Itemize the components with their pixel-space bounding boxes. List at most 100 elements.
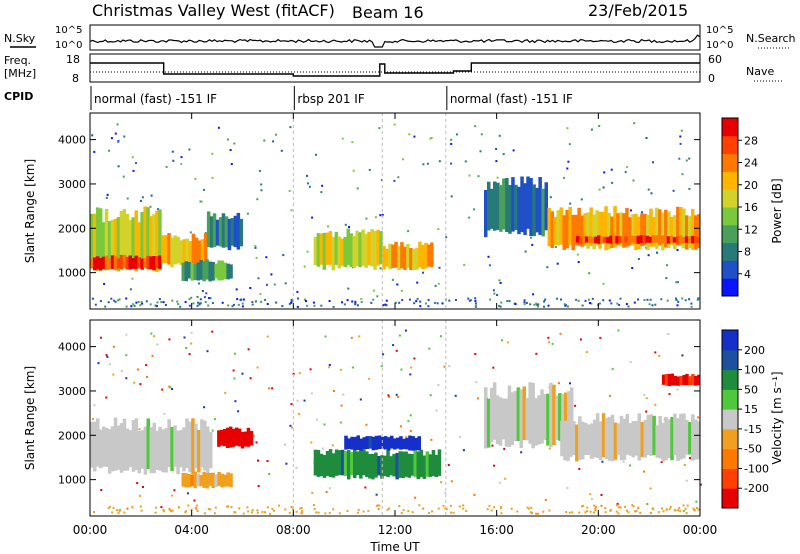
heatmap-cell: [96, 418, 100, 467]
heatmap-cell: [631, 421, 636, 458]
scatter-cell: [259, 293, 262, 295]
heatmap-cell: [352, 235, 356, 269]
y-tick-label: 4000: [58, 134, 86, 147]
scatter-cell: [260, 300, 263, 303]
freq-label-line1: Freq.: [4, 54, 31, 67]
heatmap-cell: [618, 236, 622, 244]
scatter-cell: [211, 152, 214, 155]
heatmap-cell: [199, 474, 203, 487]
scatter-cell: [690, 305, 693, 308]
scatter-cell: [194, 178, 197, 180]
scatter-cell: [256, 509, 259, 512]
scatter-cell: [477, 175, 480, 178]
noise-panel-frame: [89, 24, 701, 51]
heatmap-cell: [340, 238, 344, 266]
scatter-cell: [140, 301, 143, 304]
heatmap-cell: [217, 430, 221, 447]
scatter-cell: [413, 135, 416, 138]
heatmap-cell: [412, 248, 416, 270]
scatter-cell: [589, 510, 592, 513]
scatter-cell: [141, 196, 144, 199]
scatter-cell: [602, 282, 605, 285]
scatter-cell: [271, 507, 274, 510]
scatter-cell: [313, 507, 316, 510]
heatmap-cell: [362, 449, 366, 476]
scatter-cell: [356, 304, 359, 307]
heatmap-cell: [622, 418, 627, 460]
heatmap-cell: [134, 418, 139, 471]
heatmap-cell: [687, 236, 692, 243]
scatter-cell: [594, 508, 597, 511]
heatmap-cell: [220, 473, 224, 488]
scatter-cell: [273, 283, 276, 286]
scatter-cell: [379, 214, 382, 217]
heatmap-cell: [194, 423, 198, 469]
heatmap-cell: [572, 237, 577, 244]
scatter-cell: [480, 133, 483, 136]
scatter-cell: [450, 480, 453, 483]
scatter-cell: [445, 236, 448, 239]
scatter-cell: [625, 303, 628, 305]
scatter-cell: [681, 354, 684, 357]
scatter-cell: [569, 202, 572, 205]
heatmap-cell: [684, 236, 689, 243]
nave-tick-high: 60: [708, 53, 722, 66]
heatmap-cell: [649, 414, 653, 456]
scatter-cell: [378, 127, 381, 130]
scatter-cell: [649, 298, 652, 301]
scatter-cell: [427, 298, 430, 301]
scatter-cell: [531, 243, 534, 246]
nave-tick-low: 0: [708, 72, 715, 85]
scatter-cell: [414, 496, 417, 499]
scatter-cell: [611, 181, 614, 184]
scatter-cell: [407, 510, 410, 513]
heatmap-cell: [434, 454, 439, 477]
heatmap-cell: [603, 236, 607, 243]
heatmap-cell: [347, 438, 351, 449]
heatmap-cell: [637, 413, 641, 461]
scatter-cell: [340, 404, 343, 407]
scatter-cell: [627, 305, 630, 308]
scatter-cell: [611, 367, 614, 370]
heatmap-cell: [520, 176, 524, 233]
scatter-cell: [645, 410, 648, 413]
heatmap-cell: [128, 430, 133, 468]
scatter-cell: [686, 504, 689, 507]
colorbar-tick-label: 15: [744, 403, 758, 416]
scatter-cell: [368, 168, 371, 171]
heatmap-cell: [552, 384, 556, 445]
x-tick-label: 00:00: [683, 523, 718, 537]
scatter-cell: [348, 226, 350, 228]
scatter-cell: [685, 479, 688, 482]
scatter-cell: [299, 507, 302, 510]
scatter-cell: [251, 303, 254, 306]
heatmap-cell: [95, 256, 100, 270]
heatmap-cell: [402, 438, 406, 450]
scatter-cell: [589, 493, 592, 496]
scatter-cell: [679, 135, 682, 138]
heatmap-cell: [625, 207, 629, 247]
heatmap-cell: [376, 229, 380, 266]
scatter-cell: [149, 205, 152, 208]
scatter-cell: [92, 418, 94, 421]
scatter-cell: [171, 150, 174, 153]
heatmap-cell: [176, 430, 180, 475]
heatmap-cell: [639, 235, 643, 244]
scatter-cell: [189, 231, 192, 234]
heatmap-cell: [567, 391, 571, 443]
heatmap-cell: [645, 235, 649, 243]
scatter-cell: [475, 381, 478, 384]
freq-trace: [90, 62, 700, 77]
scatter-cell: [323, 423, 326, 426]
heatmap-cell: [663, 236, 668, 243]
scatter-cell: [582, 504, 585, 507]
scatter-cell: [113, 299, 115, 302]
scatter-cell: [122, 175, 125, 178]
scatter-cell: [246, 506, 249, 509]
scatter-cell: [313, 304, 316, 307]
heatmap-cell: [640, 421, 644, 458]
heatmap-cell: [161, 235, 165, 264]
colorbar-swatch: [722, 278, 738, 297]
scatter-cell: [654, 303, 657, 306]
scatter-cell: [300, 506, 303, 509]
